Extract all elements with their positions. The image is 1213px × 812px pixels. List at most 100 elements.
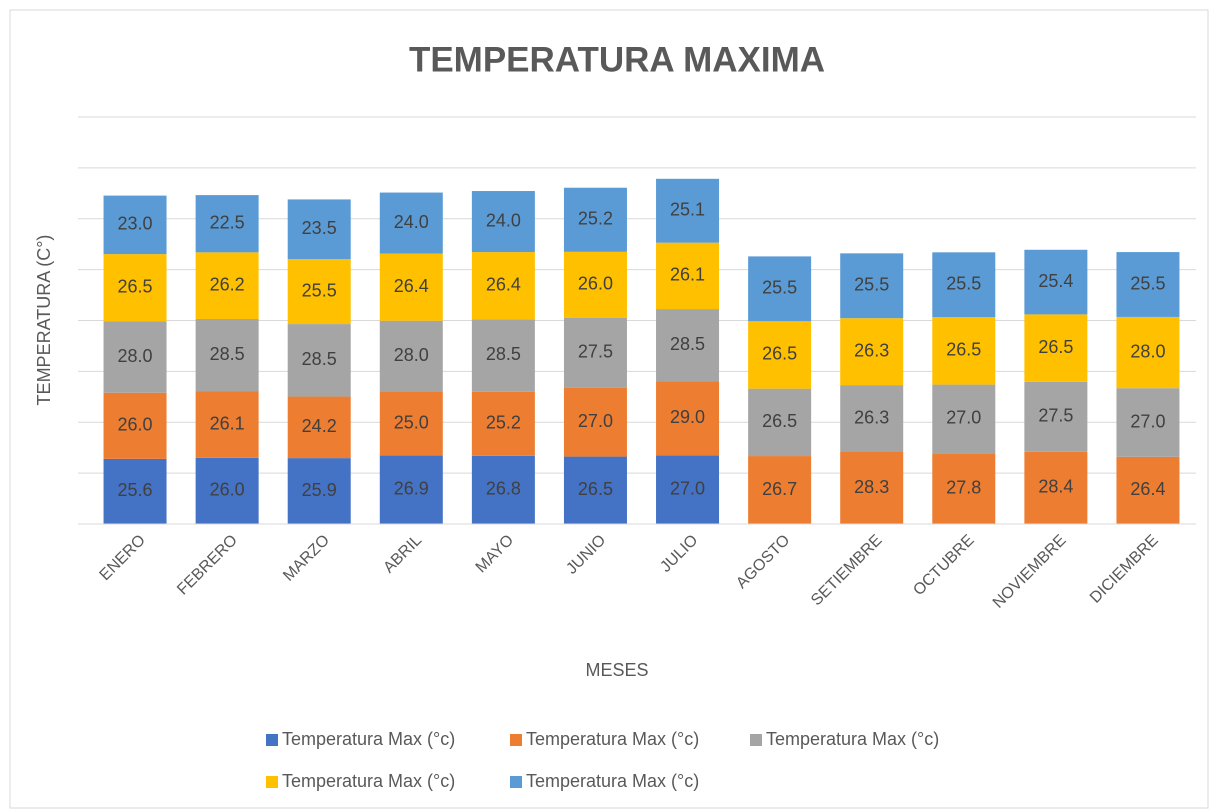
bar-segment xyxy=(379,391,443,456)
data-label: 22.5 xyxy=(210,212,245,232)
data-label: 27.0 xyxy=(1130,411,1165,431)
data-label: 26.4 xyxy=(486,274,521,294)
bar-segment xyxy=(379,320,443,392)
legend-swatch xyxy=(510,776,522,788)
bar-segment xyxy=(563,456,627,524)
bar-segment xyxy=(748,388,812,457)
data-label: 26.4 xyxy=(394,276,429,296)
data-label: 25.5 xyxy=(946,274,981,294)
data-label: 24.0 xyxy=(486,210,521,230)
data-label: 27.0 xyxy=(670,478,705,498)
data-label: 25.5 xyxy=(302,280,337,300)
bar-segment xyxy=(1024,381,1088,452)
bar-segment xyxy=(379,455,443,524)
data-label: 28.5 xyxy=(302,349,337,369)
data-label: 26.1 xyxy=(210,413,245,433)
bar-segment xyxy=(840,385,904,453)
bar-segment xyxy=(748,456,812,524)
data-label: 28.5 xyxy=(486,344,521,364)
bar-segment xyxy=(287,324,351,397)
data-label: 26.3 xyxy=(854,340,889,360)
bar-segment xyxy=(287,396,351,459)
data-label: 27.5 xyxy=(578,342,613,362)
bar-segment xyxy=(1024,249,1088,315)
data-label: 26.0 xyxy=(210,480,245,500)
data-label: 27.8 xyxy=(946,477,981,497)
data-label: 27.5 xyxy=(1038,406,1073,426)
bar-segment xyxy=(748,256,812,322)
bar-segment xyxy=(656,381,720,456)
bar-segment xyxy=(195,391,259,458)
data-label: 26.3 xyxy=(854,407,889,427)
data-label: 28.5 xyxy=(670,334,705,354)
data-label: 28.0 xyxy=(1130,341,1165,361)
legend-swatch xyxy=(266,734,278,746)
bar-segment xyxy=(563,251,627,318)
data-label: 26.7 xyxy=(762,479,797,499)
data-label: 25.2 xyxy=(486,413,521,433)
data-label: 26.8 xyxy=(486,479,521,499)
bar-segment xyxy=(379,192,443,254)
bar-segment xyxy=(195,195,259,253)
bar-segment xyxy=(379,253,443,321)
data-label: 26.5 xyxy=(578,479,613,499)
data-label: 29.0 xyxy=(670,407,705,427)
data-label: 24.0 xyxy=(394,212,429,232)
data-label: 28.5 xyxy=(210,344,245,364)
data-label: 26.0 xyxy=(118,415,153,435)
data-label: 26.0 xyxy=(578,274,613,294)
x-axis-label: MESES xyxy=(585,660,648,680)
data-label: 26.2 xyxy=(210,274,245,294)
bar-segment xyxy=(840,452,904,524)
data-label: 24.2 xyxy=(302,416,337,436)
bar-segment xyxy=(656,309,720,382)
bar-segment xyxy=(1024,314,1088,382)
legend-label: Temperatura Max (°c) xyxy=(282,729,455,749)
data-label: 25.9 xyxy=(302,480,337,500)
data-label: 25.0 xyxy=(394,413,429,433)
data-label: 28.4 xyxy=(1038,477,1073,497)
bar-segment xyxy=(471,391,535,456)
bar-segment xyxy=(195,252,259,319)
data-label: 25.5 xyxy=(854,275,889,295)
legend-swatch xyxy=(266,776,278,788)
bar-segment xyxy=(1116,316,1180,389)
bar-segment xyxy=(287,259,351,325)
data-label: 26.9 xyxy=(394,479,429,499)
bar-segment xyxy=(656,178,720,243)
data-label: 26.5 xyxy=(946,340,981,360)
data-label: 25.5 xyxy=(762,278,797,298)
chart-title: TEMPERATURA MAXIMA xyxy=(409,40,825,79)
legend-swatch xyxy=(510,734,522,746)
data-label: 25.1 xyxy=(670,199,705,219)
bar-segment xyxy=(103,195,167,255)
bar-segment xyxy=(103,458,167,524)
data-label: 23.5 xyxy=(302,218,337,238)
bar-segment xyxy=(840,253,904,319)
data-label: 25.6 xyxy=(118,480,153,500)
data-label: 26.5 xyxy=(762,344,797,364)
bar-segment xyxy=(103,321,167,393)
bar-segment xyxy=(103,254,167,322)
data-label: 28.0 xyxy=(118,346,153,366)
bar-segment xyxy=(656,455,720,524)
bar-segment xyxy=(748,321,812,389)
data-label: 26.4 xyxy=(1130,479,1165,499)
bar-segment xyxy=(471,191,535,253)
bar-segment xyxy=(471,252,535,320)
bar-segment xyxy=(932,317,996,385)
bar-segment xyxy=(932,384,996,454)
bar-segment xyxy=(1116,388,1180,457)
data-label: 26.1 xyxy=(670,265,705,285)
bar-segment xyxy=(471,455,535,524)
bar-segment xyxy=(932,252,996,318)
bar-segment xyxy=(840,318,904,386)
data-label: 26.5 xyxy=(1038,337,1073,357)
bar-segment xyxy=(471,319,535,392)
legend-label: Temperatura Max (°c) xyxy=(526,729,699,749)
bar-segment xyxy=(1024,451,1088,524)
data-label: 25.2 xyxy=(578,209,613,229)
bar-segment xyxy=(563,387,627,457)
legend-label: Temperatura Max (°c) xyxy=(282,771,455,791)
